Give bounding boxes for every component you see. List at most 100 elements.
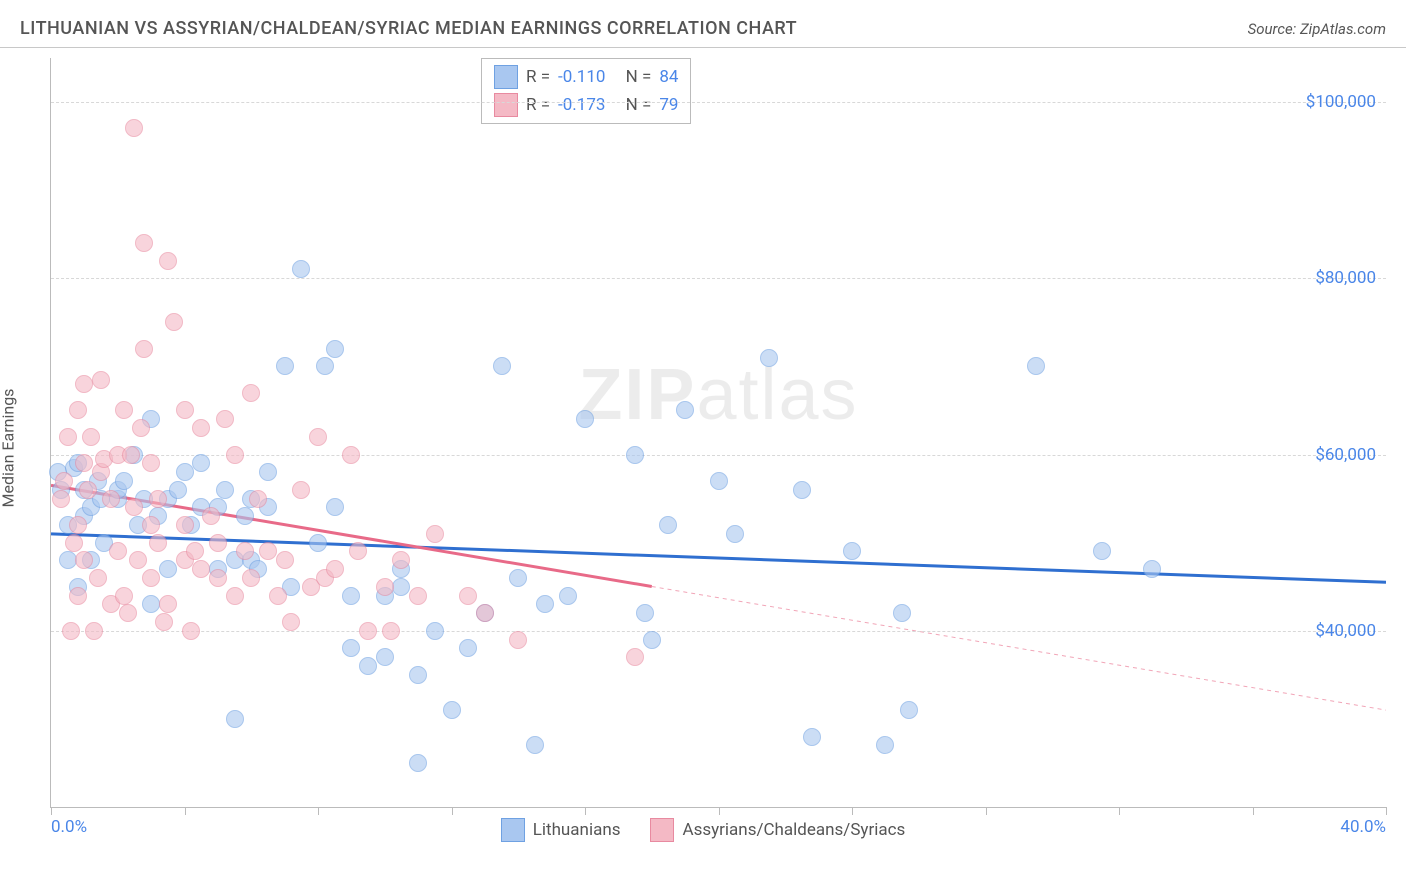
legend: Lithuanians Assyrians/Chaldeans/Syriacs xyxy=(0,818,1406,842)
watermark: ZIPatlas xyxy=(578,354,858,436)
data-point xyxy=(176,401,194,419)
data-point xyxy=(259,463,277,481)
data-point xyxy=(119,604,137,622)
data-point xyxy=(409,754,427,772)
data-point xyxy=(643,631,661,649)
data-point xyxy=(192,454,210,472)
data-point xyxy=(409,666,427,684)
data-point xyxy=(192,419,210,437)
data-point xyxy=(900,701,918,719)
gridline xyxy=(51,631,1386,632)
data-point xyxy=(476,604,494,622)
data-point xyxy=(409,587,427,605)
data-point xyxy=(142,454,160,472)
data-point xyxy=(132,419,150,437)
gridline xyxy=(51,455,1386,456)
data-point xyxy=(509,631,527,649)
data-point xyxy=(135,234,153,252)
r-value-1: -0.173 xyxy=(558,95,605,115)
r-value-0: -0.110 xyxy=(558,67,605,87)
data-point xyxy=(803,728,821,746)
data-point xyxy=(843,542,861,560)
data-point xyxy=(85,622,103,640)
data-point xyxy=(659,516,677,534)
x-tick xyxy=(51,807,52,815)
chart-header: LITHUANIAN VS ASSYRIAN/CHALDEAN/SYRIAC M… xyxy=(0,0,1406,48)
data-point xyxy=(342,639,360,657)
data-point xyxy=(62,622,80,640)
n-value-0: 84 xyxy=(659,67,678,87)
data-point xyxy=(176,463,194,481)
x-tick xyxy=(852,807,853,815)
data-point xyxy=(115,401,133,419)
data-point xyxy=(269,587,287,605)
data-point xyxy=(242,384,260,402)
data-point xyxy=(359,657,377,675)
y-tick-label: $60,000 xyxy=(1315,445,1376,465)
data-point xyxy=(155,613,173,631)
data-point xyxy=(726,525,744,543)
data-point xyxy=(69,516,87,534)
data-point xyxy=(292,481,310,499)
data-point xyxy=(192,560,210,578)
data-point xyxy=(359,622,377,640)
data-point xyxy=(125,119,143,137)
data-point xyxy=(149,490,167,508)
data-point xyxy=(676,401,694,419)
data-point xyxy=(226,587,244,605)
data-point xyxy=(793,481,811,499)
y-axis-label: Median Earnings xyxy=(0,389,18,508)
data-point xyxy=(159,560,177,578)
data-point xyxy=(1027,357,1045,375)
data-point xyxy=(382,622,400,640)
data-point xyxy=(626,648,644,666)
data-point xyxy=(710,472,728,490)
n-label-0: N = xyxy=(626,67,652,87)
data-point xyxy=(55,472,73,490)
data-point xyxy=(1143,560,1161,578)
legend-item-0: Lithuanians xyxy=(501,818,621,842)
data-point xyxy=(82,428,100,446)
x-tick xyxy=(1386,807,1387,815)
swatch-series-1 xyxy=(494,93,518,117)
data-point xyxy=(209,534,227,552)
data-point xyxy=(559,587,577,605)
data-point xyxy=(636,604,654,622)
data-point xyxy=(426,525,444,543)
data-point xyxy=(536,595,554,613)
data-point xyxy=(52,490,70,508)
data-point xyxy=(276,551,294,569)
x-tick xyxy=(1119,807,1120,815)
data-point xyxy=(459,587,477,605)
data-point xyxy=(102,490,120,508)
watermark-bold: ZIP xyxy=(578,355,696,435)
data-point xyxy=(326,560,344,578)
data-point xyxy=(326,340,344,358)
y-tick-label: $100,000 xyxy=(1306,92,1376,112)
x-tick xyxy=(986,807,987,815)
data-point xyxy=(282,613,300,631)
data-point xyxy=(79,481,97,499)
data-point xyxy=(760,349,778,367)
data-point xyxy=(392,551,410,569)
r-label-0: R = xyxy=(526,67,550,87)
n-label-1: N = xyxy=(626,95,652,115)
legend-label-0: Lithuanians xyxy=(533,820,621,840)
data-point xyxy=(349,542,367,560)
plot-region: ZIPatlas R = -0.110 N = 84 R = -0.173 N … xyxy=(50,58,1386,808)
n-value-1: 79 xyxy=(659,95,678,115)
data-point xyxy=(115,472,133,490)
data-point xyxy=(376,578,394,596)
chart-title: LITHUANIAN VS ASSYRIAN/CHALDEAN/SYRIAC M… xyxy=(20,18,797,39)
correlation-stats-box: R = -0.110 N = 84 R = -0.173 N = 79 xyxy=(481,58,691,124)
data-point xyxy=(176,516,194,534)
x-tick xyxy=(452,807,453,815)
data-point xyxy=(1093,542,1111,560)
x-tick xyxy=(1253,807,1254,815)
data-point xyxy=(75,454,93,472)
data-point xyxy=(209,569,227,587)
data-point xyxy=(75,375,93,393)
data-point xyxy=(142,516,160,534)
stats-row-series-0: R = -0.110 N = 84 xyxy=(490,63,682,91)
data-point xyxy=(576,410,594,428)
